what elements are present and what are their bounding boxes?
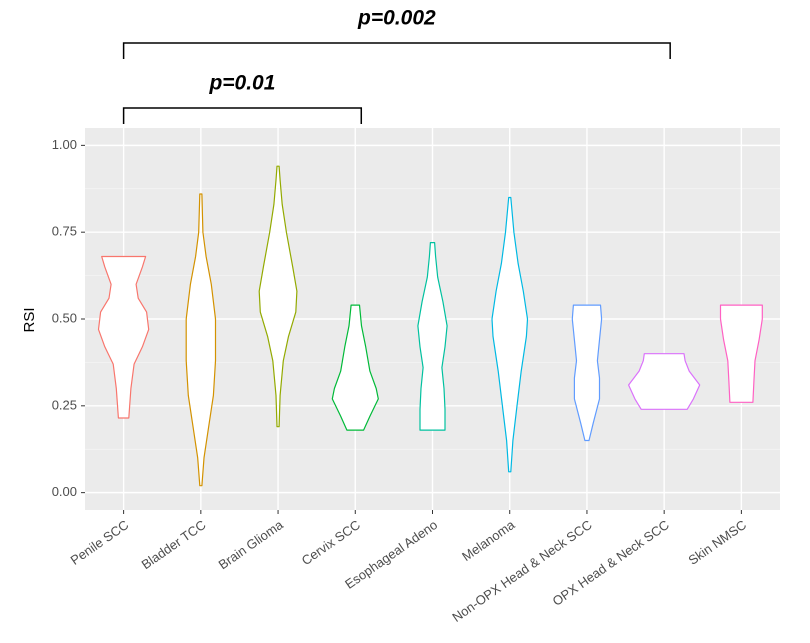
x-tick-label: Penile SCC	[68, 517, 132, 568]
significance-bracket	[122, 42, 671, 59]
x-tick-label: Brain Glioma	[216, 517, 287, 573]
x-tick-label: Skin NMSC	[685, 517, 749, 568]
violin	[719, 304, 763, 403]
violin	[417, 242, 448, 431]
y-tick-label: 0.50	[52, 310, 77, 325]
violin	[491, 196, 529, 473]
x-tick-label: Non-OPX Head & Neck SCC	[449, 517, 594, 625]
violin	[331, 304, 379, 431]
violin	[97, 255, 150, 419]
y-tick-label: 0.75	[52, 224, 77, 239]
significance-label: p=0.002	[357, 7, 436, 30]
y-tick-label: 0.00	[52, 484, 77, 499]
y-axis-label: RSI	[21, 307, 38, 332]
x-tick-label: Bladder TCC	[139, 517, 209, 572]
significance-label: p=0.01	[208, 72, 275, 95]
significance-bracket	[122, 107, 363, 124]
y-tick-label: 1.00	[52, 137, 77, 152]
violin	[571, 304, 603, 442]
x-tick-label: Cervix SCC	[299, 517, 363, 568]
violin	[628, 353, 701, 410]
violin	[258, 165, 298, 428]
x-tick-label: Melanoma	[459, 517, 518, 565]
violin	[185, 193, 217, 487]
y-tick-label: 0.25	[52, 397, 77, 412]
